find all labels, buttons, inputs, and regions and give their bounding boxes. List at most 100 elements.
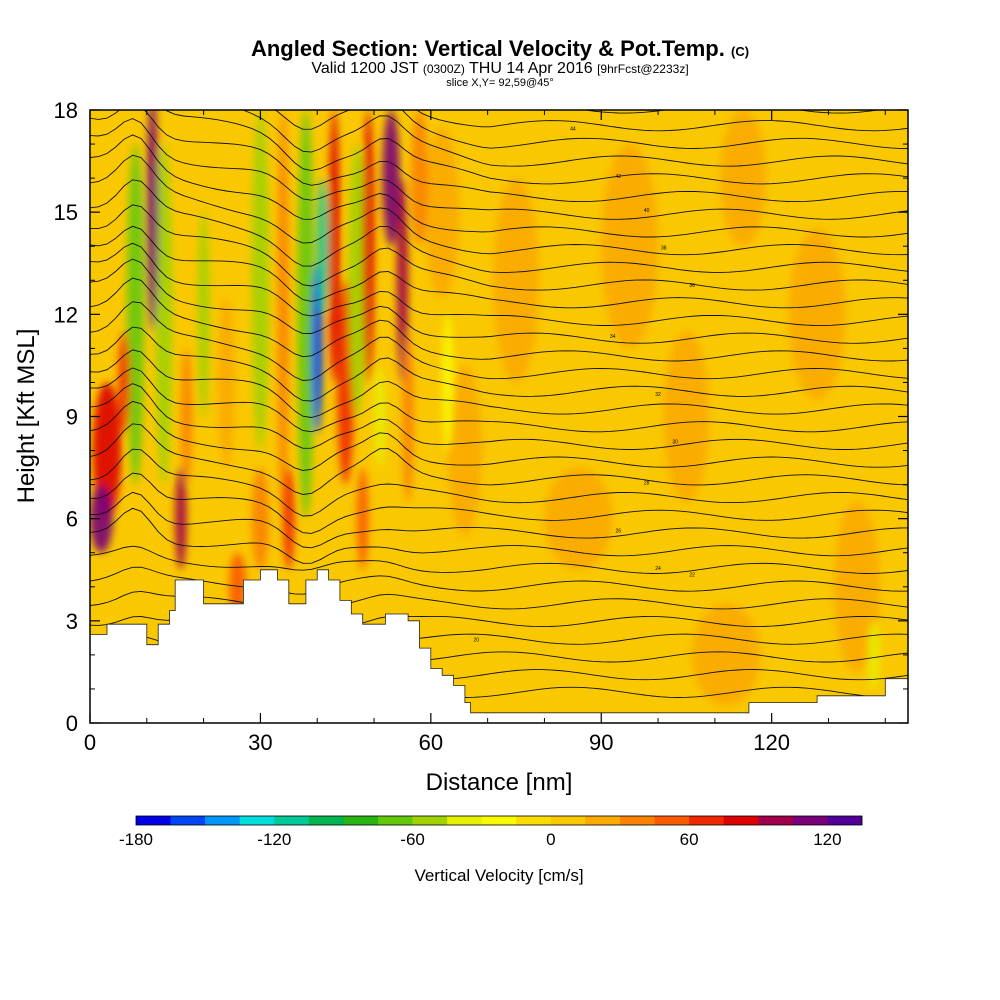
y-tick-label: 18: [54, 98, 78, 123]
colorbar-swatch: [308, 816, 344, 825]
velocity-cell: [90, 484, 113, 553]
contour-label: 44: [570, 126, 576, 132]
colorbar-swatch: [170, 816, 206, 825]
valid-fcst: [9hrFcst@2233z]: [597, 62, 689, 76]
velocity-cell: [348, 144, 366, 417]
colorbar-swatch: [516, 816, 552, 825]
y-tick-label: 15: [54, 200, 78, 225]
velocity-cell: [180, 348, 193, 485]
velocity-cell: [788, 229, 846, 400]
theta-contour: [90, 566, 908, 595]
theta-contour: [90, 179, 908, 273]
theta-contour: [90, 154, 908, 256]
theta-contour: [90, 277, 908, 362]
velocity-cell: [297, 110, 315, 519]
chart-title-main: Angled Section: Vertical Velocity & Pot.…: [250, 36, 725, 61]
velocity-cell: [146, 110, 159, 332]
colorbar-tick-label: 0: [546, 830, 555, 849]
colorbar-tick-label: 120: [813, 830, 841, 849]
valid-prefix: Valid 1200 JST: [311, 60, 419, 77]
contour-label: 22: [689, 573, 695, 579]
colorbar-frame: [135, 815, 863, 826]
colorbar-swatch: [792, 816, 828, 825]
contour-label: 32: [655, 392, 661, 398]
valid-date: THU 14 Apr 2016: [469, 60, 593, 77]
velocity-cell: [362, 110, 375, 383]
colorbar: -180 -120 -60 0 60 120: [119, 815, 863, 849]
colorbar-swatch: [723, 816, 759, 825]
theta-contour: [90, 448, 908, 517]
theta-contour: [90, 242, 908, 327]
theta-contour: [90, 326, 908, 402]
contour-label: 28: [644, 481, 650, 487]
y-tick-label: 6: [66, 507, 78, 532]
colorbar-swatch: [620, 816, 655, 825]
terrain-profile: [90, 569, 908, 723]
theta-contour: [90, 472, 908, 534]
colorbar-swatch: [758, 816, 794, 825]
velocity-cell: [118, 331, 130, 434]
y-tick-label: 0: [66, 711, 78, 736]
velocity-cell: [720, 110, 766, 247]
theta-contour: [90, 423, 908, 495]
theta-contour: [90, 507, 908, 564]
colorbar-swatch: [827, 816, 863, 825]
velocity-cell: [217, 297, 235, 468]
colorbar-tick-label: -60: [400, 830, 425, 849]
velocity-cell: [283, 467, 295, 570]
x-tick-label: 60: [419, 730, 443, 755]
contour-label: 24: [655, 566, 661, 572]
contour-label: 42: [616, 174, 622, 180]
y-tick-label: 3: [66, 609, 78, 634]
theta-contour: [90, 225, 908, 309]
valid-utc: (0300Z): [422, 62, 465, 76]
contour-label: 34: [610, 334, 616, 340]
theta-contour: [90, 258, 908, 344]
velocity-cell: [425, 127, 460, 298]
contour-label: 20: [473, 637, 479, 643]
theta-contour: [165, 110, 908, 185]
theta-contours: 44 42 40 38 36 34 32 30 28 26 24 22 20: [90, 110, 908, 703]
theta-contour: [274, 110, 908, 149]
velocity-cell: [251, 467, 269, 570]
contour-label: 26: [616, 528, 622, 534]
colorbar-swatch: [136, 816, 171, 825]
colorbar-swatch: [550, 816, 586, 825]
theta-contour: [90, 383, 908, 450]
theta-contour: [90, 349, 908, 418]
velocity-cell: [126, 144, 144, 485]
y-tick-label: 9: [66, 405, 78, 430]
velocity-cell: [663, 331, 710, 502]
theta-contour: [90, 491, 908, 549]
velocity-cell: [277, 110, 289, 519]
contour-label: 36: [689, 283, 695, 289]
x-tick-label: 0: [84, 730, 96, 755]
colorbar-swatch: [585, 816, 621, 825]
x-tick-label: 30: [248, 730, 272, 755]
x-tick-label: 90: [589, 730, 613, 755]
velocity-cell: [743, 467, 801, 570]
contour-label: 30: [672, 440, 678, 446]
x-axis-label: Distance [nm]: [426, 769, 573, 796]
chart-title-unit: (C): [731, 44, 750, 59]
colorbar-swatch: [378, 816, 413, 825]
contour-label: 38: [661, 246, 667, 252]
colorbar-swatch: [343, 816, 379, 825]
theta-contour: [90, 118, 908, 220]
contour-label: 40: [644, 208, 650, 214]
theta-contour: [582, 110, 883, 114]
colorbar-swatch: [239, 816, 275, 825]
colorbar-swatch: [654, 816, 690, 825]
colorbar-tick-label: -120: [257, 830, 291, 849]
colorbar-swatch: [412, 816, 448, 825]
colorbar-swatch: [689, 816, 725, 825]
velocity-cell: [356, 467, 369, 570]
theta-contour: [90, 545, 908, 574]
colorbar-swatch: [447, 816, 483, 825]
velocity-cell: [447, 365, 482, 536]
theta-contour: [90, 367, 908, 433]
velocity-cell: [374, 365, 386, 468]
theta-contour: [90, 204, 908, 291]
